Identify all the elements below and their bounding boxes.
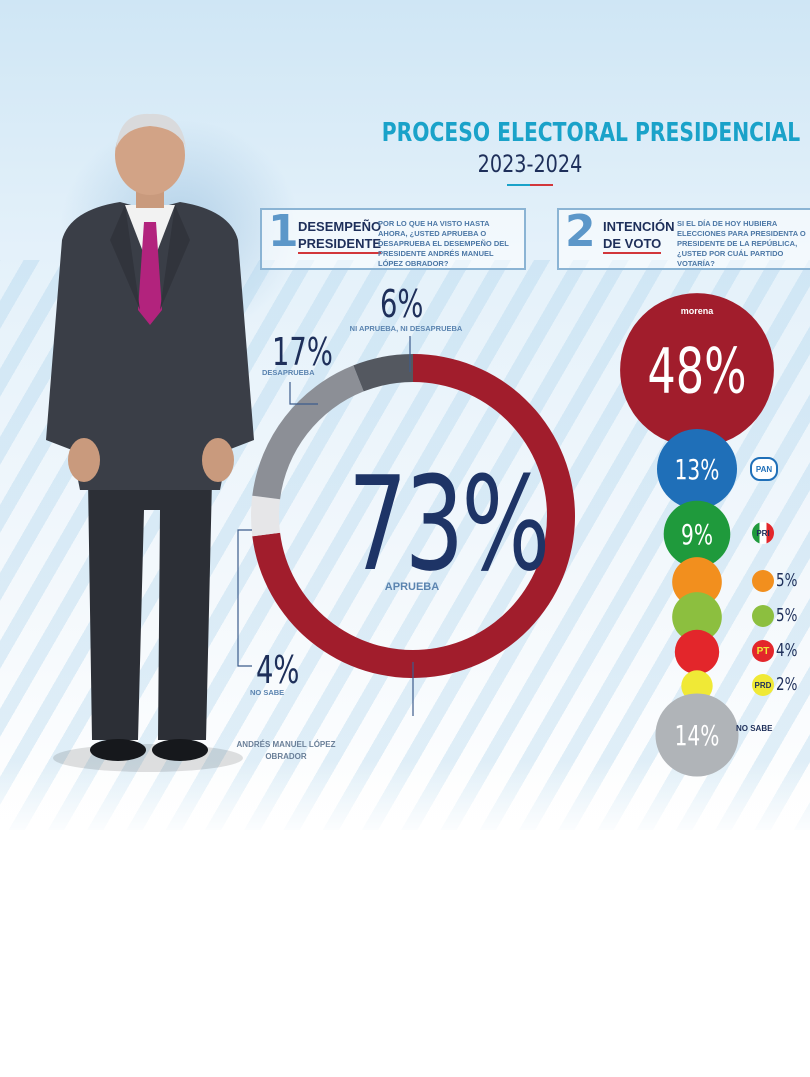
pvem-logo: [752, 605, 774, 627]
pt-logo: PT: [752, 640, 774, 662]
page-title: PROCESO ELECTORAL PRESIDENCIAL 2023-2024: [340, 118, 801, 186]
section2-question: SI EL DÍA DE HOY HUBIERA ELECCIONES PARA…: [677, 219, 806, 268]
section2-header: 2 INTENCIÓN DE VOTO SI EL DÍA DE HOY HUB…: [557, 206, 810, 270]
president-photo: [46, 113, 254, 772]
donut-center-value: 73%: [348, 448, 550, 600]
section1-heading: DESEMPEÑO PRESIDENTE: [298, 218, 382, 254]
person-caption: ANDRÉS MANUEL LÓPEZ OBRADOR: [236, 740, 336, 761]
section2-number: 2: [565, 206, 596, 257]
pt-pct: 4%: [776, 640, 798, 661]
label-pct-desaprueba: 17%: [272, 330, 333, 374]
label-pct-no-sabe: 4%: [256, 648, 300, 692]
label-no-sabe: NO SABE: [250, 688, 285, 697]
pri-logo: PRI: [752, 522, 774, 544]
label-ni: NI APRUEBA, NI DESAPRUEBA: [349, 324, 463, 333]
mc-pct: 5%: [776, 570, 798, 591]
section1-question: POR LO QUE HA VISTO HASTA AHORA, ¿USTED …: [378, 219, 509, 268]
title-rule: [507, 184, 553, 186]
title-years: 2023-2024: [477, 150, 583, 178]
pvem-pct: 5%: [776, 605, 798, 626]
donut-center-label: APRUEBA: [384, 581, 440, 593]
title-main: PROCESO ELECTORAL PRESIDENCIAL: [381, 118, 801, 148]
section2-heading-line1: INTENCIÓN: [603, 219, 675, 234]
section1-number: 1: [268, 206, 299, 257]
label-pct-ni: 6%: [380, 282, 424, 326]
pan-logo: PAN: [750, 457, 778, 481]
section2-heading: INTENCIÓN DE VOTO: [603, 218, 675, 254]
mc-logo: [752, 570, 774, 592]
section2-heading-line2: DE VOTO: [603, 235, 662, 254]
prd-logo: PRD: [752, 674, 774, 696]
section1-heading-line2: PRESIDENTE: [298, 235, 382, 254]
prd-pct: 2%: [776, 674, 798, 695]
label-desaprueba: DESAPRUEBA: [262, 368, 315, 377]
section1-heading-line1: DESEMPEÑO: [298, 219, 382, 234]
section1-header: 1 DESEMPEÑO PRESIDENTE POR LO QUE HA VIS…: [260, 206, 526, 270]
no-sabe-vote-label: NO SABE: [736, 724, 773, 733]
